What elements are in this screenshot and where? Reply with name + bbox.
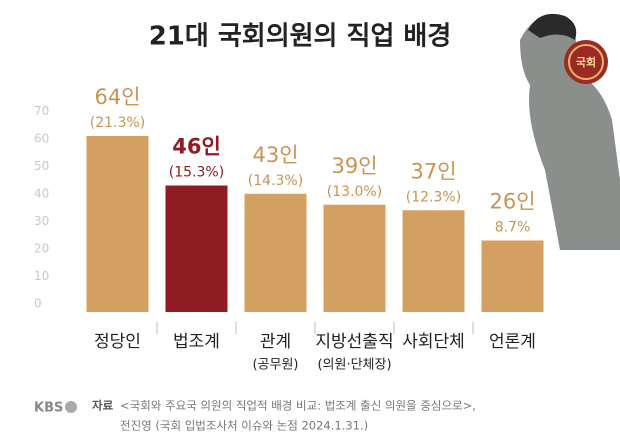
y-tick-label: 20 bbox=[34, 242, 49, 256]
x-tick-label: 관계 bbox=[260, 332, 291, 352]
logo-mark bbox=[65, 401, 77, 413]
figure-hair bbox=[528, 13, 577, 40]
y-tick-label: 0 bbox=[34, 297, 42, 311]
illustration bbox=[520, 13, 620, 250]
bar bbox=[244, 193, 307, 312]
share-label: (13.0%) bbox=[327, 184, 382, 200]
value-label: 46인 bbox=[172, 135, 221, 159]
source-line: 전진영 (국회 입법조사처 이슈와 논점 2024.1.31.) bbox=[120, 419, 368, 433]
share-label: 8.7% bbox=[495, 220, 531, 236]
bar bbox=[323, 204, 386, 312]
value-label: 26인 bbox=[489, 190, 535, 214]
y-tick-label: 40 bbox=[34, 187, 49, 201]
bar bbox=[402, 210, 465, 312]
x-tick-label: 언론계 bbox=[489, 332, 536, 352]
logo: KBS bbox=[34, 401, 63, 416]
bar bbox=[165, 185, 228, 312]
y-tick-label: 70 bbox=[34, 104, 49, 118]
x-tick-label: 법조계 bbox=[173, 332, 220, 352]
bar bbox=[86, 136, 149, 312]
x-tick-sublabel: (공무원) bbox=[252, 358, 298, 373]
y-tick-label: 60 bbox=[34, 132, 49, 146]
value-label: 37인 bbox=[410, 159, 456, 183]
value-label: 43인 bbox=[252, 143, 298, 167]
y-tick-label: 10 bbox=[34, 269, 49, 283]
figure-silhouette bbox=[520, 16, 620, 250]
emblem-text: 국회 bbox=[576, 55, 596, 69]
x-tick-label: 사회단체 bbox=[402, 332, 465, 352]
chart-title: 21대 국회의원의 직업 배경 bbox=[149, 22, 452, 52]
x-tick-sublabel: (의원·단체장) bbox=[317, 358, 391, 373]
bar bbox=[481, 240, 544, 312]
emblem bbox=[564, 40, 608, 84]
share-label: (21.3%) bbox=[90, 115, 145, 131]
value-label: 39인 bbox=[331, 154, 377, 178]
y-tick-label: 50 bbox=[34, 159, 49, 173]
x-tick-label: 정당인 bbox=[94, 332, 141, 352]
y-tick-label: 30 bbox=[34, 214, 49, 228]
source-label: 자료 bbox=[92, 399, 114, 413]
value-label: 64인 bbox=[94, 85, 140, 109]
emblem-ring bbox=[568, 44, 604, 80]
share-label: (12.3%) bbox=[406, 189, 461, 205]
share-label: (14.3%) bbox=[248, 173, 303, 189]
source-line: <국회와 주요국 의원의 직업적 배경 비교: 법조계 출신 의원을 중심으로>… bbox=[120, 399, 476, 413]
share-label: (15.3%) bbox=[169, 165, 224, 181]
x-tick-label: 지방선출직 bbox=[315, 332, 393, 352]
